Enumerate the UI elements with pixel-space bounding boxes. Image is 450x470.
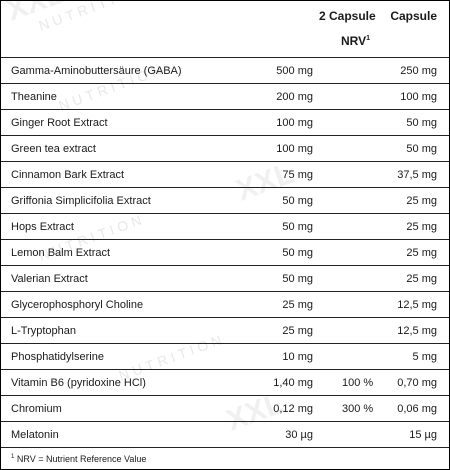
amount-per-capsule: 25 mg — [406, 273, 437, 285]
amount-two-capsules: 50 mg — [282, 195, 313, 207]
table-body: Gamma-Aminobuttersäure (GABA) 500 mg 250… — [1, 58, 449, 448]
ingredient-name: Hops Extract — [11, 221, 74, 233]
table-row: Cinnamon Bark Extract 75 mg 37,5 mg — [1, 162, 449, 188]
ingredient-name: Phosphatidylserine — [11, 351, 104, 363]
table-row: Vitamin B6 (pyridoxine HCl) 1,40 mg 100 … — [1, 370, 449, 396]
ingredient-name: Theanine — [11, 91, 57, 103]
table-row: Green tea extract 100 mg 50 mg — [1, 136, 449, 162]
ingredient-name: L-Tryptophan — [11, 325, 77, 337]
ingredient-name: Griffonia Simplicifolia Extract — [11, 195, 151, 207]
amount-two-capsules: 75 mg — [282, 169, 313, 181]
amount-per-capsule: 0,06 mg — [397, 403, 437, 415]
table-row: Gamma-Aminobuttersäure (GABA) 500 mg 250… — [1, 58, 449, 84]
table-row: Phosphatidylserine 10 mg 5 mg — [1, 344, 449, 370]
amount-per-capsule: 25 mg — [406, 221, 437, 233]
amount-per-capsule: 0,70 mg — [397, 377, 437, 389]
column-header-nrv: NRV1 — [341, 34, 370, 48]
amount-two-capsules: 10 mg — [282, 351, 313, 363]
footnote: 1 NRV = Nutrient Reference Value — [11, 454, 146, 464]
ingredient-name: Green tea extract — [11, 143, 96, 155]
amount-two-capsules: 50 mg — [282, 247, 313, 259]
table-row: Chromium 0,12 mg 300 % 0,06 mg — [1, 396, 449, 422]
table-row: L-Tryptophan 25 mg 12,5 mg — [1, 318, 449, 344]
ingredient-name: Lemon Balm Extract — [11, 247, 111, 259]
amount-two-capsules: 100 mg — [276, 143, 313, 155]
table-row: Melatonin 30 µg 15 µg — [1, 422, 449, 448]
amount-per-capsule: 37,5 mg — [397, 169, 437, 181]
ingredient-name: Melatonin — [11, 429, 59, 441]
amount-two-capsules: 200 mg — [276, 91, 313, 103]
column-header-two-capsule: 2 Capsule — [319, 9, 376, 23]
ingredient-name: Chromium — [11, 403, 62, 415]
nrv-value: 300 % — [342, 403, 374, 415]
amount-two-capsules: 500 mg — [276, 65, 313, 77]
nrv-label: NRV — [341, 34, 367, 48]
table-row: Glycerophosphoryl Choline 25 mg 12,5 mg — [1, 292, 449, 318]
table-row: Hops Extract 50 mg 25 mg — [1, 214, 449, 240]
amount-per-capsule: 5 mg — [412, 351, 437, 363]
table-row: Griffonia Simplicifolia Extract 50 mg 25… — [1, 188, 449, 214]
amount-two-capsules: 30 µg — [285, 429, 313, 441]
ingredient-name: Valerian Extract — [11, 273, 88, 285]
amount-two-capsules: 25 mg — [282, 325, 313, 337]
amount-two-capsules: 1,40 mg — [273, 377, 313, 389]
amount-two-capsules: 25 mg — [282, 299, 313, 311]
ingredient-name: Vitamin B6 (pyridoxine HCl) — [11, 377, 146, 389]
ingredient-name: Cinnamon Bark Extract — [11, 169, 125, 181]
table-row: Lemon Balm Extract 50 mg 25 mg — [1, 240, 449, 266]
table-header: 2 Capsule Capsule NRV1 — [1, 1, 449, 58]
column-header-capsule: Capsule — [390, 9, 437, 23]
amount-two-capsules: 50 mg — [282, 273, 313, 285]
table-row: Valerian Extract 50 mg 25 mg — [1, 266, 449, 292]
amount-per-capsule: 12,5 mg — [397, 299, 437, 311]
table: 2 Capsule Capsule NRV1 Gamma-Aminobutter… — [1, 1, 449, 448]
nrv-footnote-marker: 1 — [366, 35, 371, 42]
table-row: Theanine 200 mg 100 mg — [1, 84, 449, 110]
ingredient-name: Ginger Root Extract — [11, 117, 108, 129]
nrv-value: 100 % — [342, 377, 374, 389]
amount-per-capsule: 25 mg — [406, 247, 437, 259]
ingredient-name: Glycerophosphoryl Choline — [11, 299, 144, 311]
amount-per-capsule: 12,5 mg — [397, 325, 437, 337]
amount-per-capsule: 100 mg — [400, 91, 437, 103]
amount-per-capsule: 15 µg — [409, 429, 437, 441]
amount-per-capsule: 50 mg — [406, 117, 437, 129]
table-row: Ginger Root Extract 100 mg 50 mg — [1, 110, 449, 136]
amount-two-capsules: 0,12 mg — [273, 403, 313, 415]
amount-per-capsule: 25 mg — [406, 195, 437, 207]
amount-two-capsules: 50 mg — [282, 221, 313, 233]
amount-per-capsule: 250 mg — [400, 65, 437, 77]
footnote-marker: 1 — [11, 454, 15, 460]
ingredient-name: Gamma-Aminobuttersäure (GABA) — [11, 65, 182, 77]
amount-per-capsule: 50 mg — [406, 143, 437, 155]
footnote-text: NRV = Nutrient Reference Value — [16, 454, 147, 464]
amount-two-capsules: 100 mg — [276, 117, 313, 129]
